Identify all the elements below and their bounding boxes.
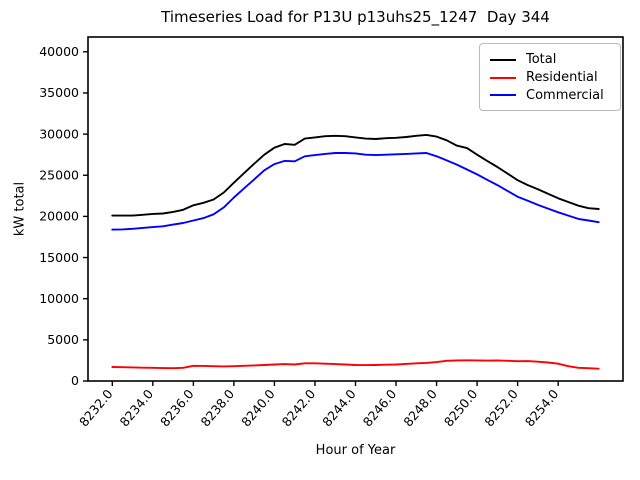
y-tick-label: 0	[71, 373, 79, 388]
x-tick-label: 8254.0	[522, 386, 562, 429]
legend-label-residential: Residential	[526, 70, 598, 85]
residential-line-swatch	[490, 76, 516, 79]
x-axis-label: Hour of Year	[315, 443, 396, 458]
y-tick-label: 30000	[39, 126, 79, 141]
y-axis-label: kW total	[12, 181, 28, 237]
x-tick-label: 8240.0	[238, 386, 278, 429]
legend: Total Residential Commercial	[479, 43, 621, 111]
legend-label-total: Total	[526, 52, 557, 68]
total-line	[111, 133, 600, 217]
x-tick-label: 8234.0	[117, 386, 157, 429]
y-tick-label: 15000	[39, 250, 79, 265]
legend-item-residential: Residential	[490, 69, 610, 87]
legend-item-total: Total	[490, 51, 610, 69]
chart-title: Timeseries Load for P13U p13uhs25_1247 D…	[161, 8, 550, 26]
x-tick-label: 8236.0	[157, 386, 197, 429]
x-tick-label: 8238.0	[198, 386, 238, 429]
x-tick-label: 8244.0	[319, 386, 359, 429]
y-tick-label: 40000	[39, 44, 79, 59]
commercial-line-swatch	[490, 94, 516, 97]
legend-item-commercial: Commercial	[490, 86, 610, 104]
legend-label-commercial: Commercial	[526, 87, 604, 103]
x-tick-label: 8248.0	[400, 386, 440, 429]
x-tick-label: 8232.0	[76, 386, 116, 429]
y-tick-label: 35000	[39, 85, 79, 100]
y-tick-label: 20000	[39, 209, 79, 224]
x-tick-label: 8242.0	[279, 386, 319, 429]
y-tick-label: 5000	[47, 332, 79, 347]
x-tick-label: 8252.0	[481, 386, 521, 429]
y-tick-label: 10000	[39, 291, 79, 306]
x-tick-label: 8246.0	[360, 386, 400, 429]
commercial-line	[111, 152, 600, 231]
residential-line	[111, 359, 600, 370]
x-tick-label: 8250.0	[441, 386, 481, 429]
y-tick-label: 25000	[39, 167, 79, 182]
total-line-swatch	[490, 58, 516, 61]
